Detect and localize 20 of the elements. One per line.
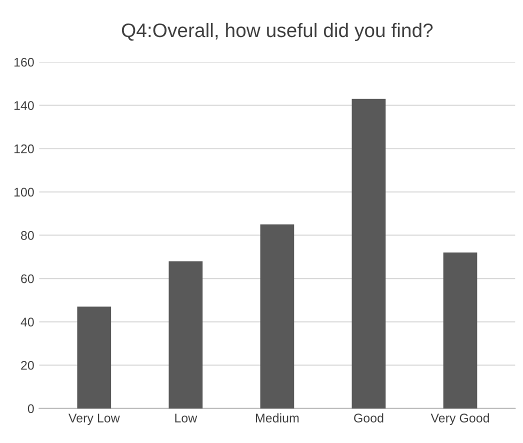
x-tick-label: Very Good [430,413,489,425]
y-tick-label: 140 [14,101,34,110]
bar [352,98,386,408]
y-tick-label: 160 [14,58,34,67]
x-tick-label: Good [354,413,384,422]
y-tick-label: 100 [14,188,34,197]
x-tick-label: Very Low [68,414,120,425]
x-tick-label: Low [175,414,198,422]
y-tick-label: 60 [21,274,34,284]
bar [77,306,112,408]
y-tick-label: 0 [28,404,34,414]
bar [443,252,478,408]
y-tick-label: 80 [21,231,34,240]
y-tick-label: 40 [20,318,34,326]
x-tick-label: Medium [256,413,299,422]
chart-title: Q4:Overall, how useful did you find? [122,22,433,42]
y-tick-label: 120 [14,144,34,154]
bar [260,224,294,408]
bar [168,261,203,408]
y-tick-label: 20 [21,360,34,370]
